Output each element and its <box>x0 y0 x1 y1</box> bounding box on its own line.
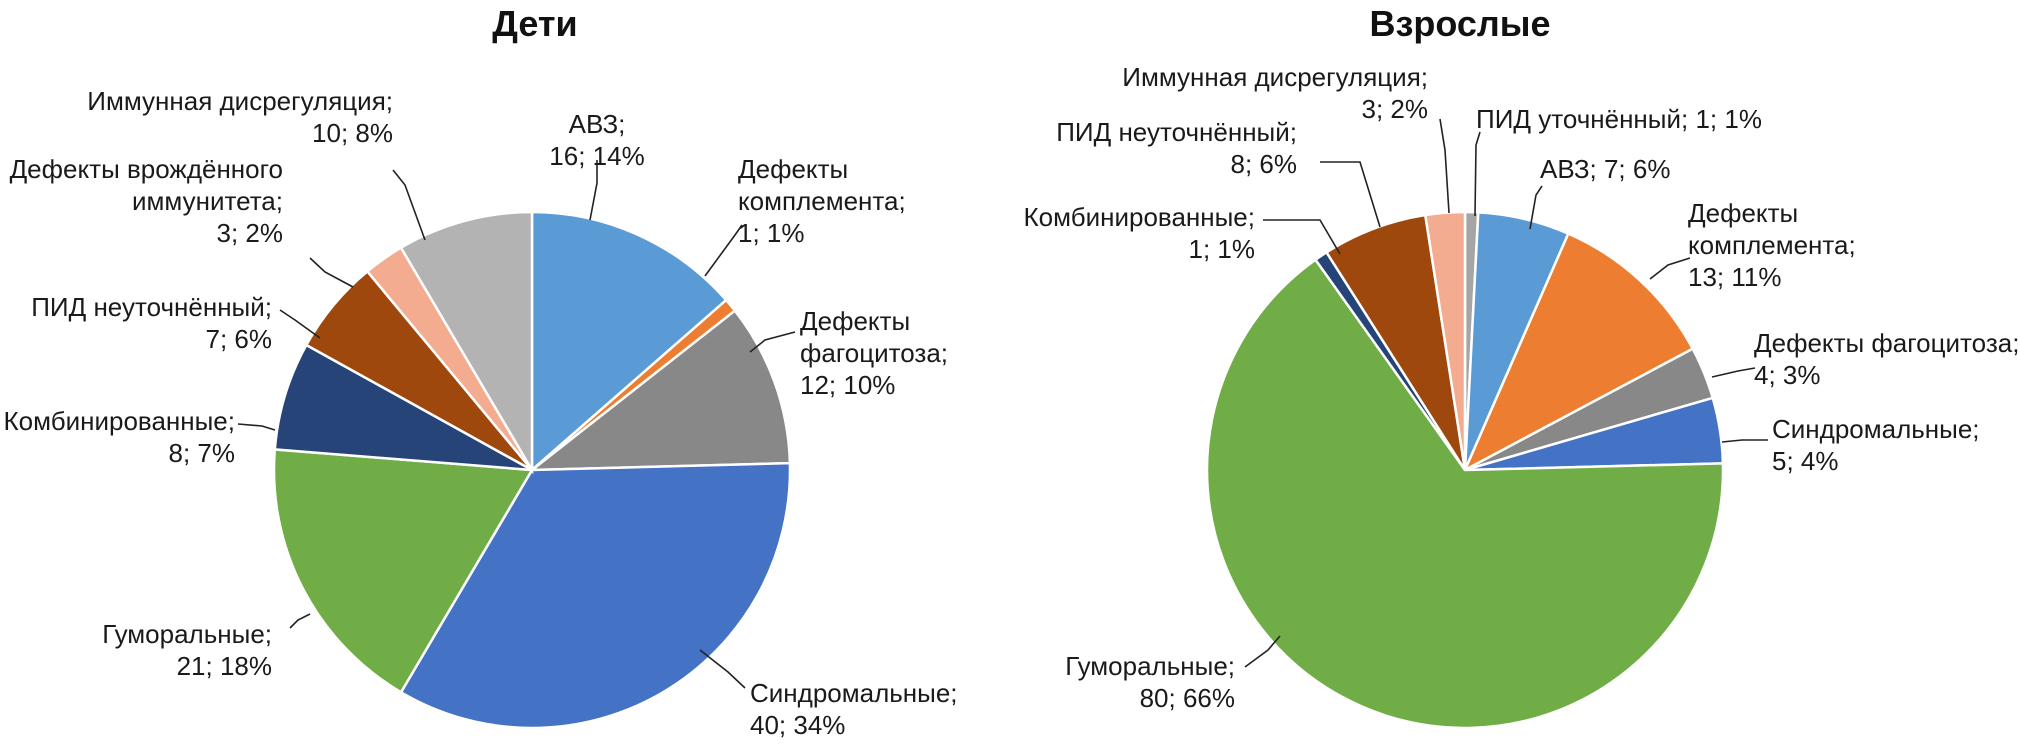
chart-title-adults: Взрослые <box>1369 3 1550 44</box>
leader-line-0-0 <box>589 160 598 221</box>
data-label-line: Дефекты врождённого <box>10 154 283 184</box>
pie-slice-0-0 <box>530 210 728 473</box>
data-label-line: АВЗ; <box>569 109 626 139</box>
data-label-line: 13; 11% <box>1688 262 1781 292</box>
leader-line-1-6 <box>1263 219 1341 255</box>
pie-slice-1-2 <box>1462 231 1695 473</box>
leader-line-0-1 <box>704 224 743 277</box>
data-label-1-2: Дефекты комплемента; 13; 11% <box>1688 198 1856 292</box>
leader-line-1-1 <box>1529 185 1543 230</box>
leader-line-0-3 <box>699 649 746 689</box>
data-label-0-1: Дефекты комплемента; 1; 1% <box>738 154 906 248</box>
data-label-0-2: Дефекты фагоцитоза; 12; 10% <box>800 306 948 400</box>
leader-line-0-7 <box>309 257 354 288</box>
data-label-line: Синдромальные; <box>1772 414 1980 444</box>
data-label-line: 7; 6% <box>206 324 273 354</box>
leader-line-0-8 <box>392 169 426 241</box>
data-label-line: комплемента; <box>738 186 906 216</box>
data-label-line: 12; 10% <box>800 370 895 400</box>
data-label-0-5: Комбинированные; 8; 7% <box>4 406 235 468</box>
data-label-line: 3; 2% <box>1362 94 1429 124</box>
data-label-line: ПИД неуточнённый; <box>1056 117 1297 147</box>
data-label-line: фагоцитоза; <box>800 338 948 368</box>
leader-line-1-4 <box>1721 439 1768 443</box>
leader-line-1-5 <box>1244 635 1281 668</box>
leader-line-0-5 <box>237 423 276 431</box>
data-label-line: Комбинированные; <box>1024 202 1255 232</box>
chart-title-children: Дети <box>492 3 577 44</box>
data-label-1-4: Синдромальные; 5; 4% <box>1772 414 1980 476</box>
leader-line-0-6 <box>279 309 321 339</box>
data-label-line: ПИД неуточнённый; <box>31 292 272 322</box>
data-label-line: 21; 18% <box>177 651 272 681</box>
data-label-line: 1; 1% <box>738 218 805 248</box>
data-label-line: Синдромальные; <box>750 678 958 708</box>
data-label-0-8: Иммунная дисрегуляция; 10; 8% <box>87 86 393 148</box>
pie-slice-1-5 <box>1205 257 1725 730</box>
data-label-0-4: Гуморальные; 21; 18% <box>102 619 272 681</box>
data-label-line: Дефекты фагоцитоза; <box>1754 328 2019 358</box>
data-label-line: АВЗ; 7; 6% <box>1540 154 1670 184</box>
data-label-line: 1; 1% <box>1189 234 1256 264</box>
leader-line-1-7 <box>1320 161 1381 228</box>
data-label-line: Дефекты <box>1688 198 1798 228</box>
data-label-line: Комбинированные; <box>4 406 235 436</box>
data-label-line: Иммунная дисрегуляция; <box>87 86 393 116</box>
leader-line-1-8 <box>1439 118 1450 214</box>
data-label-line: ПИД уточнённый; 1; 1% <box>1476 104 1762 134</box>
data-label-1-7: ПИД неуточнённый; 8; 6% <box>1056 117 1297 179</box>
data-label-line: Дефекты <box>800 306 910 336</box>
data-label-line: Иммунная дисрегуляция; <box>1122 62 1428 92</box>
pie-slice-0-8 <box>399 210 534 475</box>
pie-slice-0-2 <box>528 308 792 472</box>
leader-line-1-0 <box>1474 131 1481 217</box>
data-label-line: 16; 14% <box>549 141 644 171</box>
data-label-line: 5; 4% <box>1772 446 1839 476</box>
data-label-line: 3; 2% <box>217 218 284 248</box>
pie-slice-0-4 <box>272 448 535 694</box>
leader-line-0-4 <box>289 613 311 629</box>
data-label-line: 80; 66% <box>1140 683 1235 713</box>
pie-chart-children: АВЗ; 16; 14% Дефекты комплемента; 1; 1%Дефек… <box>4 86 958 740</box>
data-label-line: Гуморальные; <box>1065 651 1235 681</box>
data-label-0-6: ПИД неуточнённый; 7; 6% <box>31 292 272 354</box>
data-label-line: 4; 3% <box>1754 360 1821 390</box>
pie-slice-1-8 <box>1423 210 1467 471</box>
data-label-0-0: АВЗ; 16; 14% <box>549 109 644 171</box>
leader-line-1-3 <box>1711 367 1756 378</box>
pie-chart-adults: ПИД уточнённый; 1; 1% АВЗ; 7; 6% Дефекты ко… <box>1024 62 2019 730</box>
data-label-line: 8; 6% <box>1231 149 1298 179</box>
data-label-1-3: Дефекты фагоцитоза; 4; 3% <box>1754 328 2019 390</box>
data-label-1-0: ПИД уточнённый; 1; 1% <box>1476 104 1762 134</box>
data-label-0-7: Дефекты врождённого иммунитета; 3; 2% <box>10 154 283 248</box>
data-label-1-8: Иммунная дисрегуляция; 3; 2% <box>1122 62 1428 124</box>
leader-line-0-2 <box>749 331 796 353</box>
data-label-line: Дефекты <box>738 154 848 184</box>
pie-slice-0-5 <box>273 343 533 472</box>
data-label-line: комплемента; <box>1688 230 1856 260</box>
data-label-line: Гуморальные; <box>102 619 272 649</box>
data-label-0-3: Синдромальные; 40; 34% <box>750 678 958 740</box>
data-label-line: иммунитета; <box>132 186 283 216</box>
data-label-1-5: Гуморальные; 80; 66% <box>1065 651 1235 713</box>
data-label-1-6: Комбинированные; 1; 1% <box>1024 202 1255 264</box>
data-label-line: 10; 8% <box>312 118 393 148</box>
data-label-line: 8; 7% <box>169 438 236 468</box>
data-label-1-1: АВЗ; 7; 6% <box>1540 154 1670 184</box>
leader-line-1-2 <box>1649 257 1691 280</box>
data-label-line: 40; 34% <box>750 710 845 740</box>
